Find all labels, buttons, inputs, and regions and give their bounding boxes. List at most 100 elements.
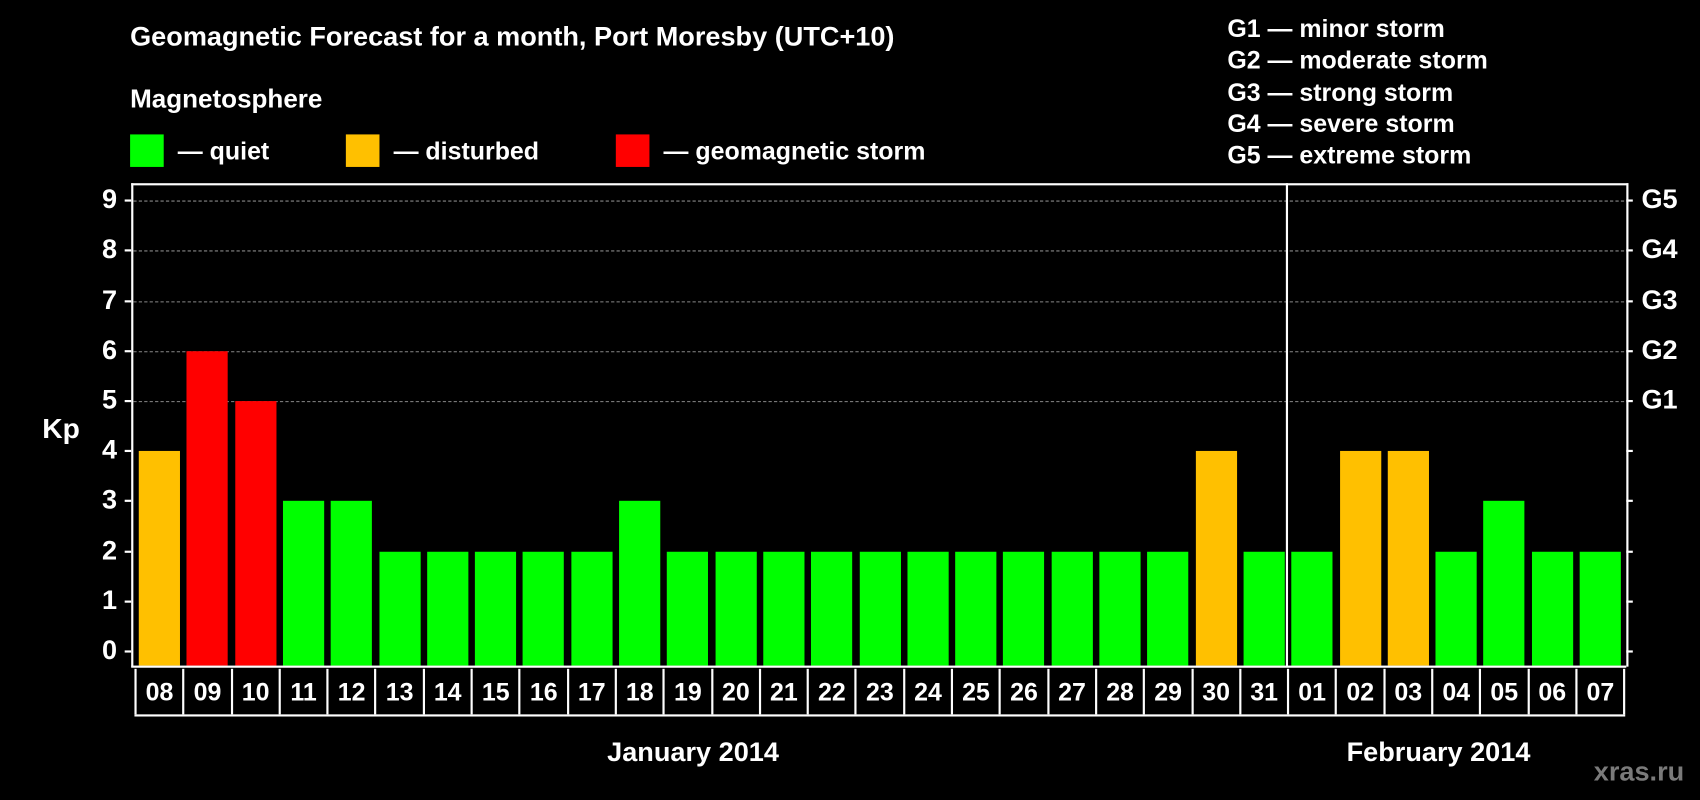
bar-12 bbox=[330, 501, 373, 666]
right-tick bbox=[1626, 500, 1633, 503]
gridline bbox=[133, 350, 1625, 353]
bar-04 bbox=[1435, 551, 1477, 666]
bar-08 bbox=[138, 451, 180, 666]
y-tick-label: 2 bbox=[102, 535, 118, 566]
date-label: 21 bbox=[758, 668, 807, 715]
legend-item-disturbed: — disturbed bbox=[345, 134, 539, 167]
date-label: 15 bbox=[470, 668, 519, 715]
date-label: 11 bbox=[278, 668, 327, 715]
legend-item-quiet: — quiet bbox=[130, 134, 269, 167]
g-scale-label: G3 bbox=[1641, 284, 1678, 316]
y-tick-label: 3 bbox=[102, 484, 118, 516]
y-tick-label: 8 bbox=[102, 234, 118, 265]
g-scale-label: G5 bbox=[1641, 184, 1678, 215]
y-tick bbox=[124, 299, 132, 302]
date-label: 05 bbox=[1479, 668, 1527, 715]
g-legend-item: G4 — severe storm bbox=[1227, 109, 1455, 138]
g-scale-label: G2 bbox=[1641, 334, 1678, 366]
date-label: 10 bbox=[230, 668, 278, 715]
bar-25 bbox=[955, 551, 997, 666]
date-label: 27 bbox=[1046, 668, 1095, 715]
date-label: 04 bbox=[1431, 668, 1479, 715]
bar-02 bbox=[1339, 451, 1381, 666]
y-tick bbox=[124, 550, 132, 553]
bar-15 bbox=[474, 551, 517, 666]
bar-22 bbox=[811, 551, 853, 666]
month-label-february: February 2014 bbox=[1346, 737, 1531, 768]
date-label: 28 bbox=[1094, 668, 1143, 715]
y-tick bbox=[124, 600, 132, 603]
bar-29 bbox=[1147, 551, 1189, 666]
date-label: 07 bbox=[1575, 668, 1626, 715]
date-label: 08 bbox=[134, 668, 182, 715]
bar-31 bbox=[1243, 551, 1285, 666]
bar-27 bbox=[1051, 551, 1093, 666]
bar-23 bbox=[859, 551, 901, 666]
storm-swatch bbox=[615, 134, 650, 167]
date-label: 29 bbox=[1143, 668, 1191, 715]
bar-07 bbox=[1579, 551, 1621, 666]
g-scale-legend: G1 — minor storm G2 — moderate storm G3 … bbox=[1227, 13, 1488, 172]
y-tick-label: 1 bbox=[102, 585, 118, 616]
bar-20 bbox=[715, 551, 757, 666]
watermark: xras.ru bbox=[1593, 756, 1685, 787]
date-label: 17 bbox=[566, 668, 615, 715]
y-tick-label: 5 bbox=[102, 384, 118, 416]
legend-label: — geomagnetic storm bbox=[663, 136, 926, 165]
g-legend-item: G5 — extreme storm bbox=[1227, 141, 1472, 170]
gridline bbox=[133, 300, 1625, 302]
date-label: 06 bbox=[1527, 668, 1575, 715]
legend-item-storm: — geomagnetic storm bbox=[615, 134, 926, 167]
y-tick-label: 9 bbox=[102, 184, 118, 215]
y-tick bbox=[124, 399, 132, 403]
date-label: 14 bbox=[422, 668, 471, 715]
y-tick bbox=[124, 650, 132, 653]
date-label: 31 bbox=[1239, 668, 1287, 715]
right-tick bbox=[1626, 399, 1633, 403]
bar-16 bbox=[523, 551, 565, 666]
bar-06 bbox=[1531, 551, 1573, 666]
date-label: 02 bbox=[1335, 668, 1383, 715]
date-label: 19 bbox=[662, 668, 711, 715]
date-label: 12 bbox=[326, 668, 375, 715]
bar-11 bbox=[282, 501, 325, 666]
bar-26 bbox=[1003, 551, 1045, 666]
y-tick-label: 0 bbox=[102, 635, 118, 666]
y-tick-label: 7 bbox=[102, 284, 118, 316]
date-label: 23 bbox=[854, 668, 903, 715]
y-tick bbox=[124, 450, 132, 453]
bar-30 bbox=[1195, 451, 1237, 666]
right-tick bbox=[1626, 349, 1633, 353]
gridline bbox=[133, 401, 1625, 403]
right-tick bbox=[1626, 450, 1633, 453]
date-label: 20 bbox=[710, 668, 759, 715]
chart-title: Geomagnetic Forecast for a month, Port M… bbox=[130, 21, 895, 53]
bar-01 bbox=[1291, 551, 1333, 666]
date-label: 13 bbox=[374, 668, 423, 715]
date-labels-row: 08 09 10 11 12 13 14 15 16 17 18 19 20 21 22 23 24 25 26 27… bbox=[134, 668, 1626, 717]
bar-19 bbox=[667, 551, 709, 666]
bar-05 bbox=[1483, 501, 1525, 666]
y-tick bbox=[124, 249, 132, 252]
bar-28 bbox=[1099, 551, 1141, 666]
date-label: 18 bbox=[614, 668, 663, 715]
right-tick bbox=[1626, 199, 1633, 202]
y-tick bbox=[124, 349, 132, 353]
date-label: 03 bbox=[1383, 668, 1431, 715]
right-tick bbox=[1626, 249, 1633, 252]
bar-21 bbox=[763, 551, 805, 666]
bar-13 bbox=[378, 551, 421, 666]
g-legend-item: G3 — strong storm bbox=[1227, 77, 1454, 106]
month-label-january: January 2014 bbox=[607, 737, 779, 768]
bar-03 bbox=[1387, 451, 1429, 666]
date-label: 24 bbox=[902, 668, 951, 715]
right-tick bbox=[1626, 550, 1633, 553]
y-tick-label: 4 bbox=[102, 434, 118, 466]
y-tick-label: 6 bbox=[102, 334, 118, 366]
gridline bbox=[133, 200, 1625, 202]
y-tick bbox=[124, 199, 132, 202]
g-legend-item: G2 — moderate storm bbox=[1227, 45, 1488, 75]
date-label: 26 bbox=[998, 668, 1047, 715]
bar-10 bbox=[234, 401, 277, 666]
